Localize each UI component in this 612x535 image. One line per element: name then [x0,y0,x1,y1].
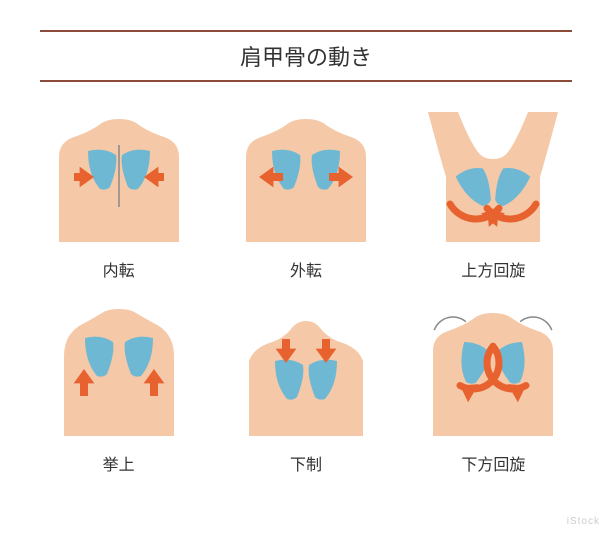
diagram-cell-downward_rotation: 下方回旋 [415,301,572,475]
torso-figure [418,301,568,441]
figure-label: 内転 [103,257,135,281]
figure-label: 下制 [290,451,322,475]
diagram-cell-abduction: 外転 [227,107,384,281]
header: 肩甲骨の動き [40,30,572,82]
watermark: iStock [567,516,600,527]
diagram-cell-elevation: 挙上 [40,301,197,475]
figure-label: 外転 [290,257,322,281]
torso-figure [418,107,568,247]
diagram-cell-adduction: 内転 [40,107,197,281]
figure-label: 上方回旋 [461,257,525,281]
torso-figure [231,107,381,247]
figure-label: 下方回旋 [461,451,525,475]
figure-label: 挙上 [103,451,135,475]
torso-figure [231,301,381,441]
page-title: 肩甲骨の動き [40,30,572,82]
diagram-cell-upward_rotation: 上方回旋 [415,107,572,281]
diagram-grid: 内転 外転 上方回旋 挙上 下制 [40,107,572,475]
torso-figure [44,107,194,247]
torso-figure [44,301,194,441]
diagram-cell-depression: 下制 [227,301,384,475]
